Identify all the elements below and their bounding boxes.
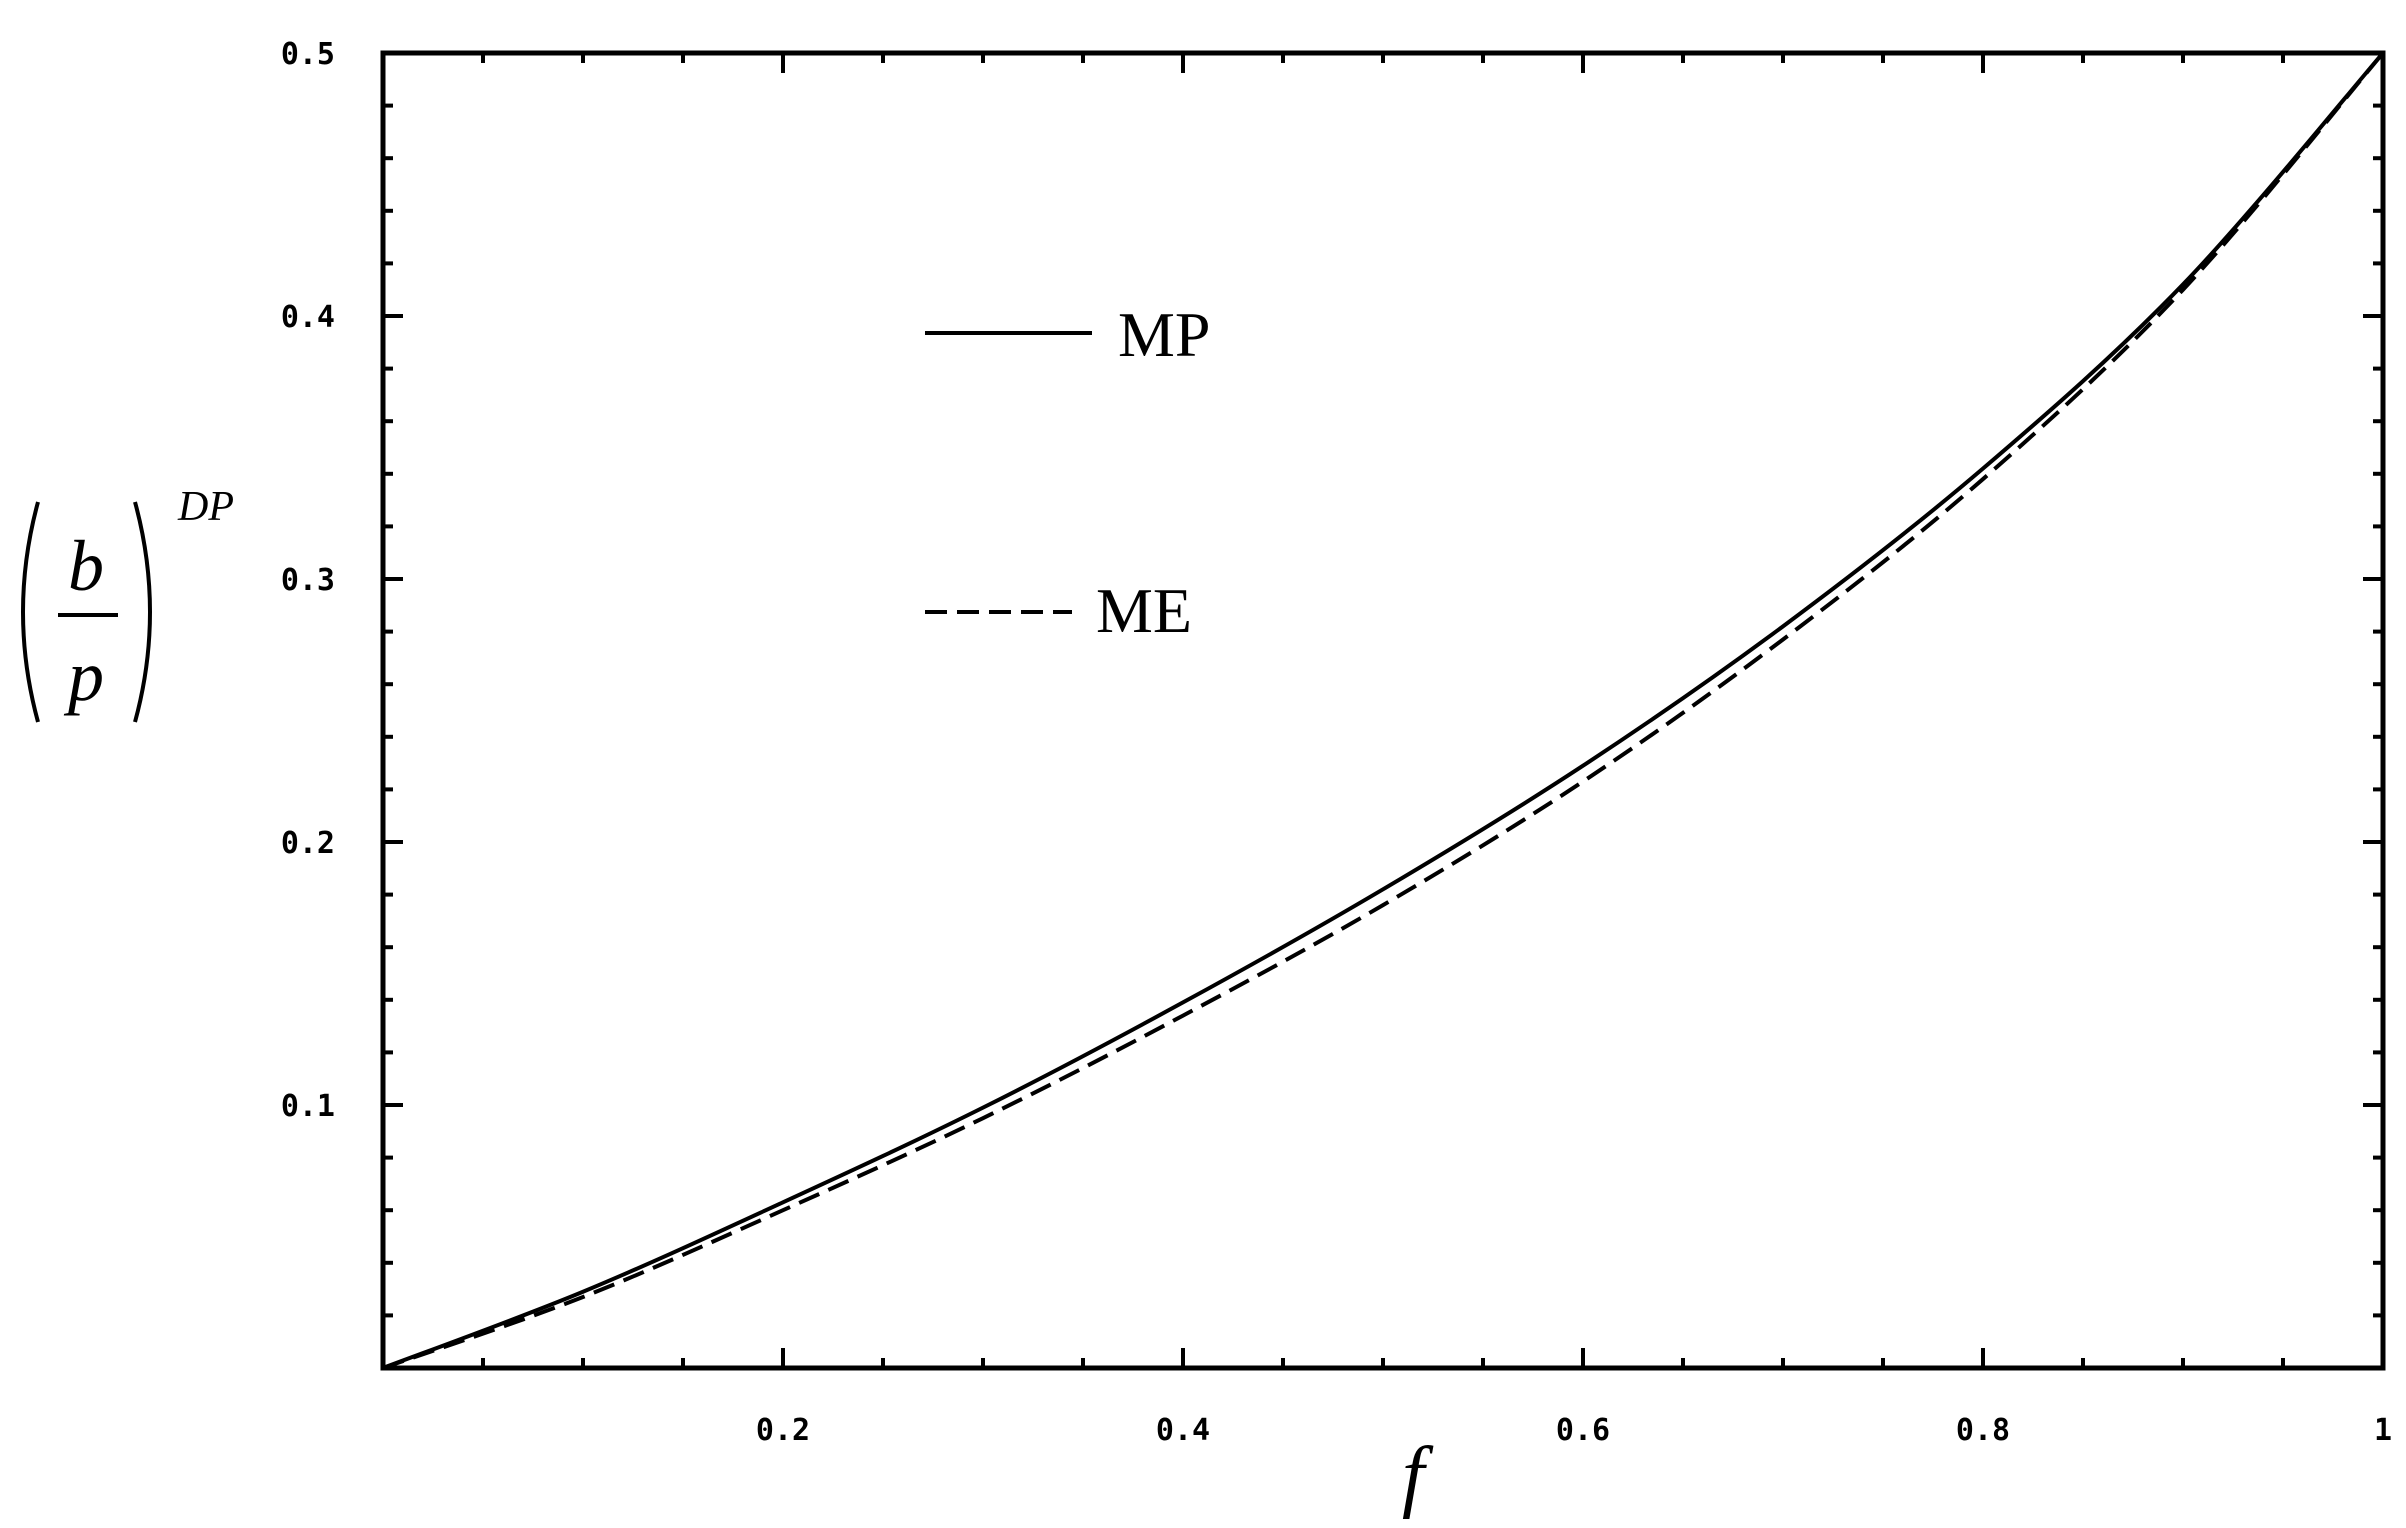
legend-label-me: ME — [1096, 575, 1192, 646]
y-tick-label: 0.2 — [281, 826, 335, 861]
x-tick-label: 0.4 — [1156, 1413, 1210, 1448]
x-tick-label: 0.6 — [1556, 1413, 1610, 1448]
y-label-superscript: DP — [177, 484, 234, 530]
plot-frame — [380, 50, 2386, 1371]
x-tick-label: 0.2 — [756, 1413, 810, 1448]
series-layer — [382, 51, 2385, 1370]
legend-label-mp: MP — [1118, 299, 1211, 370]
x-axis-label: f — [1402, 1432, 1434, 1520]
y-tick-label: 0.3 — [281, 563, 335, 598]
y-tick-label: 0.1 — [281, 1089, 335, 1124]
ticks-layer: 0.2 0.4 0.6 0.8 1 0.1 0.2 0.3 0.4 0.5 — [281, 37, 2392, 1448]
y-label-denominator: p — [63, 636, 104, 716]
series-line-me — [382, 51, 2385, 1370]
x-tick-label: 1 — [2374, 1413, 2392, 1448]
series-line-mp — [382, 51, 2385, 1370]
x-tick-label: 0.8 — [1956, 1413, 2010, 1448]
y-tick-label: 0.4 — [281, 300, 335, 335]
y-tick-label: 0.5 — [281, 37, 335, 72]
y-axis-label: b p DP — [21, 484, 234, 723]
y-label-right-paren — [133, 501, 152, 723]
y-label-left-paren — [21, 501, 40, 723]
legend: MP ME — [925, 299, 1211, 646]
y-label-numerator: b — [68, 526, 104, 606]
